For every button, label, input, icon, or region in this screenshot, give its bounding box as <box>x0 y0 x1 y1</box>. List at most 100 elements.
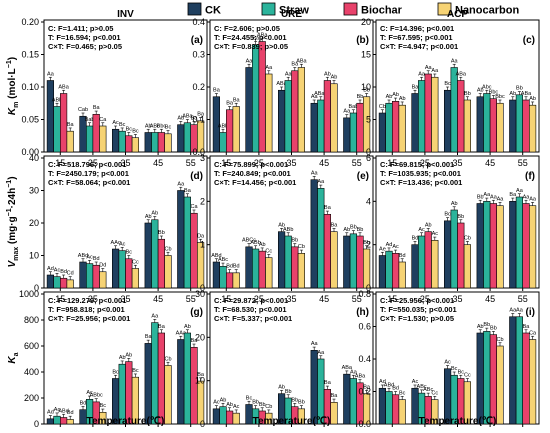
x-tick-label: 15 <box>221 294 231 304</box>
anova-stat: C: F=1.411; p>0.05 <box>48 24 113 33</box>
bar-biochar <box>457 222 465 289</box>
bar-ck <box>112 128 120 153</box>
y-tick-label: 1 <box>200 240 205 250</box>
significance-label: Bb <box>291 238 298 244</box>
legend-swatch <box>437 2 452 16</box>
x-tick-label: 25 <box>420 294 430 304</box>
bar-biochar <box>489 98 498 153</box>
significance-label: Aa <box>497 196 505 202</box>
significance-label: ABa <box>182 114 193 120</box>
bar-ck <box>310 350 318 425</box>
significance-label: Ab <box>451 201 458 207</box>
significance-label: Aa <box>483 192 491 198</box>
significance-label: Cd <box>67 271 74 277</box>
bar-straw <box>515 316 523 425</box>
significance-label: Bb <box>252 400 259 406</box>
significance-label: Aa <box>425 65 433 71</box>
significance-label: Bd <box>80 400 87 406</box>
bar-nanocarbon <box>265 257 273 289</box>
x-tick-label: 35 <box>452 158 462 168</box>
significance-label: Ac <box>412 379 419 385</box>
significance-label: Bd <box>93 256 100 262</box>
anova-stat: C×T: F=0.839; p>0.05 <box>214 42 288 51</box>
anova-stat: C×T: F=0.465; p>0.05 <box>48 42 122 51</box>
significance-label: Ac <box>432 231 439 237</box>
anova-stat: C×T: F=14.456; p<0.001 <box>214 178 296 187</box>
bar-nanocarbon <box>131 137 140 153</box>
significance-label: Bd <box>67 410 74 416</box>
x-tick-label: 35 <box>120 294 130 304</box>
bar-ck <box>46 80 54 153</box>
significance-label: Ab <box>324 71 331 77</box>
significance-label: Bb <box>457 214 464 220</box>
significance-label: Ab <box>259 242 266 248</box>
x-tick-label: 25 <box>88 158 98 168</box>
significance-label: ABd <box>58 408 68 414</box>
significance-label: Cb <box>379 104 386 110</box>
significance-label: Bd <box>392 386 399 392</box>
y-tick-label: 0 <box>34 419 39 428</box>
bar-nanocarbon <box>496 205 504 289</box>
significance-label: ABa <box>521 91 532 97</box>
significance-label: Ae <box>379 246 386 252</box>
bar-ck <box>212 261 221 289</box>
significance-label: Cb <box>265 404 272 410</box>
significance-label: Bbc <box>489 89 499 95</box>
bar-nanocarbon <box>164 365 172 425</box>
legend-swatch <box>261 2 276 16</box>
bar-ck <box>509 201 517 289</box>
y-tick-label: 0.8 <box>358 289 371 299</box>
y-tick-label: 200 <box>24 393 39 403</box>
bar-nanocarbon <box>463 244 472 289</box>
bar-straw <box>219 406 227 425</box>
significance-label: Bb <box>477 194 484 200</box>
bar-straw <box>183 196 192 289</box>
anova-stat: C: F=25.956; p<0.001 <box>380 296 454 305</box>
anova-stat: C×T: F=58.064; p<0.001 <box>48 178 130 187</box>
x-tick-label: 55 <box>518 294 528 304</box>
x-tick-label: 45 <box>485 158 495 168</box>
bar-biochar <box>125 361 133 425</box>
bar-nanocarbon <box>232 106 240 153</box>
significance-label: Ab <box>331 75 338 81</box>
y-tick-label: 0 <box>366 147 371 157</box>
significance-label: ABab <box>314 91 327 97</box>
significance-label: Ba <box>213 88 221 94</box>
significance-label: Ba <box>331 222 339 228</box>
significance-label: Bb <box>298 400 305 406</box>
bar-biochar <box>59 277 68 289</box>
legend-label: Nanocarbon <box>455 5 519 17</box>
y-tick-label: 0 <box>366 283 371 293</box>
significance-label: ABb <box>218 123 228 129</box>
bar-nanocarbon <box>330 231 338 289</box>
anova-stat: C×T: F=13.436; p<0.001 <box>380 178 462 187</box>
x-tick-label: 25 <box>254 158 264 168</box>
x-tick-label: 25 <box>88 294 98 304</box>
significance-label: Bd <box>226 264 233 270</box>
y-tick-label: 15 <box>361 50 371 60</box>
significance-label: Ab <box>177 115 184 121</box>
significance-label: ABa <box>456 71 467 77</box>
significance-label: Ab <box>226 402 233 408</box>
x-tick-label: 45 <box>153 158 163 168</box>
y-tick-label: 0.3 <box>192 50 205 60</box>
significance-label: Ca <box>529 330 537 336</box>
y-tick-label: 5 <box>366 115 371 125</box>
bar-nanocarbon <box>197 380 205 425</box>
significance-label: ABa <box>296 58 307 64</box>
anova-stat: C: F=518.796; p<0.001 <box>48 160 126 169</box>
significance-label: Aa <box>317 350 325 356</box>
x-tick-label: 15 <box>221 158 231 168</box>
y-tick-label: 2 <box>366 240 371 250</box>
bar-ck <box>411 93 419 153</box>
y-tick-label: 4 <box>366 196 371 206</box>
bar-nanocarbon <box>99 125 107 153</box>
bar-straw <box>450 209 458 289</box>
bar-nanocarbon <box>99 271 107 289</box>
bar-nanocarbon <box>164 133 172 153</box>
y-tick-label: 0.2 <box>192 82 205 92</box>
bar-straw <box>417 80 426 153</box>
panel-letter: (i) <box>526 307 535 318</box>
